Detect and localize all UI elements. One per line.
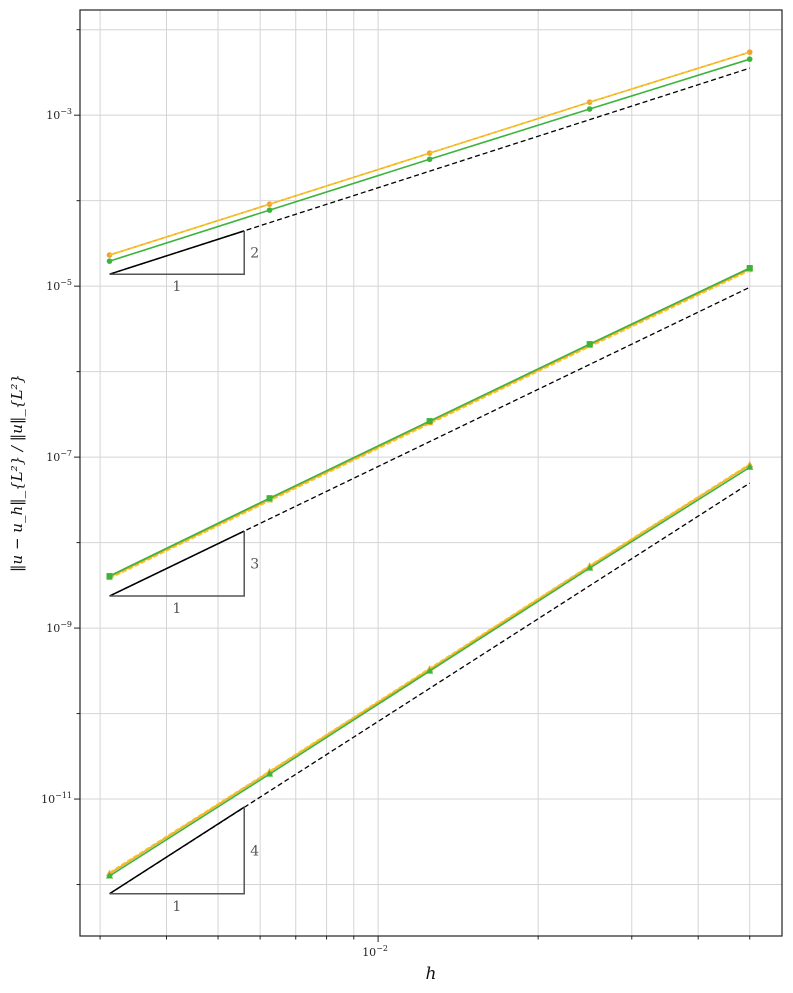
data-point-circle	[106, 258, 113, 264]
data-point-square	[746, 265, 753, 272]
data-point-triangle	[105, 871, 114, 879]
data-point-square	[106, 573, 113, 580]
y-tick-label: 10−5	[46, 278, 72, 293]
data-point-circle	[266, 201, 273, 207]
triangle-legs	[109, 230, 245, 275]
y-tick-label: 10−11	[41, 791, 72, 806]
triangle-hypotenuse	[109, 530, 245, 597]
y-tick-label: 10−9	[46, 620, 72, 635]
grid	[80, 10, 782, 936]
reference-line-order-4	[109, 482, 751, 895]
triangle-rise-label: 3	[250, 557, 259, 573]
data-point-circle	[426, 156, 433, 163]
data-point-circle	[586, 106, 593, 112]
plot-frame	[79, 9, 783, 937]
data-point-square	[266, 495, 273, 502]
reference-lines	[109, 67, 751, 895]
slope-triangles: 1 2 1 3 1 4	[109, 230, 259, 915]
data-point-circle	[746, 56, 753, 62]
triangle-hypotenuse	[109, 806, 245, 895]
y-tick-label: 10−7	[46, 449, 72, 464]
triangle-legs	[109, 807, 245, 895]
triangle-run-label: 1	[172, 601, 181, 617]
triangle-rise-label: 4	[250, 843, 259, 859]
triangle-run-label: 1	[172, 279, 181, 295]
y-axis-label: ‖u − u_h‖_{L²} / ‖u‖_{L²}	[8, 374, 26, 572]
data-point-square	[426, 418, 433, 425]
data-point-circle	[266, 207, 273, 213]
data-point-triangle	[265, 770, 274, 777]
triangle-run-label: 1	[172, 899, 181, 915]
data-point-circle	[746, 49, 753, 55]
y-tick-label: 10−3	[46, 107, 72, 122]
x-tick-label: 10−2	[362, 944, 388, 959]
data-point-circle	[106, 252, 113, 258]
data-point-triangle	[746, 463, 754, 470]
data-point-triangle	[586, 564, 594, 571]
data-point-circle	[426, 150, 433, 156]
series-line-group2	[109, 269, 751, 580]
data-point-triangle	[426, 667, 434, 674]
triangle-hypotenuse	[109, 230, 245, 275]
data-point-circle	[586, 99, 593, 105]
series-lines	[105, 49, 754, 879]
triangle-rise-label: 2	[250, 246, 259, 262]
x-axis-label: h	[426, 964, 437, 984]
data-point-square	[586, 341, 593, 348]
reference-line-order-3	[109, 286, 751, 597]
triangle-legs	[109, 531, 245, 597]
axis-ticks: 10−2 10−3 10−5 10−7 10−9 10−11	[41, 29, 751, 959]
